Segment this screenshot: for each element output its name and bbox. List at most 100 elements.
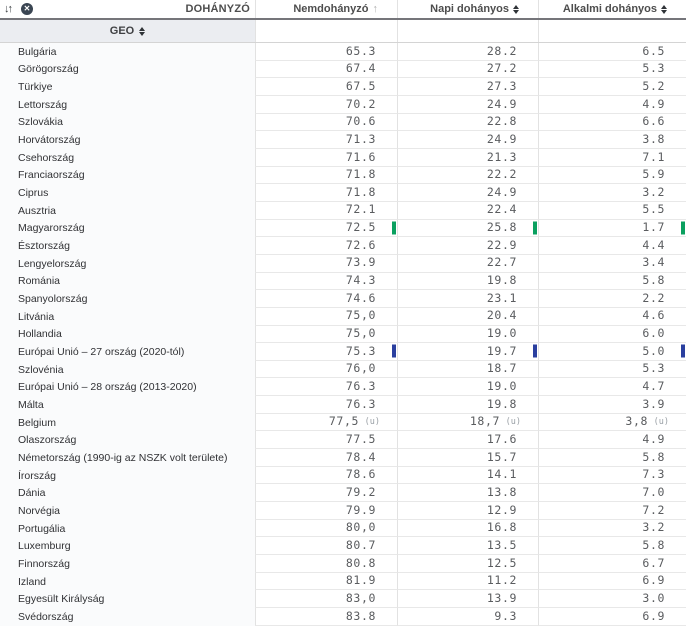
value-cell[interactable]: 80,0 xyxy=(255,519,397,538)
value-cell[interactable]: 18.7 xyxy=(397,360,538,379)
value-cell[interactable]: 24.9 xyxy=(397,131,538,149)
value-cell[interactable]: 71.8 xyxy=(255,166,397,185)
value-cell[interactable]: 3.9 xyxy=(538,396,686,414)
value-cell[interactable]: 27.3 xyxy=(397,78,538,96)
geo-cell[interactable]: Türkiye xyxy=(0,78,255,96)
value-cell[interactable]: 71.6 xyxy=(255,148,397,167)
value-cell[interactable]: 16.8 xyxy=(397,519,538,538)
sort-rows-icon[interactable]: ↓↑ xyxy=(4,2,13,15)
geo-cell[interactable]: Ausztria xyxy=(0,201,255,220)
value-cell[interactable]: 12.9 xyxy=(397,502,538,520)
value-cell[interactable]: 11.2 xyxy=(397,572,538,591)
geo-cell[interactable]: Horvátország xyxy=(0,131,255,149)
geo-cell[interactable]: Finnország xyxy=(0,555,255,573)
geo-cell[interactable]: Románia xyxy=(0,272,255,291)
value-cell[interactable]: 22.7 xyxy=(397,254,538,273)
value-cell[interactable]: 3.4 xyxy=(538,254,686,273)
value-cell[interactable]: 18,7 (u) xyxy=(397,413,538,432)
value-cell[interactable]: 67.4 xyxy=(255,60,397,79)
value-cell[interactable]: 4.6 xyxy=(538,307,686,326)
value-cell[interactable]: 19.8 xyxy=(397,396,538,414)
value-cell[interactable]: 80.7 xyxy=(255,537,397,556)
value-cell[interactable]: 7.3 xyxy=(538,466,686,485)
value-cell[interactable]: 78.6 xyxy=(255,466,397,485)
value-cell[interactable]: 6.7 xyxy=(538,555,686,573)
value-cell[interactable]: 2.2 xyxy=(538,290,686,308)
value-cell[interactable]: 7.1 xyxy=(538,148,686,167)
value-cell[interactable]: 76,0 xyxy=(255,360,397,379)
value-cell[interactable]: 21.3 xyxy=(397,148,538,167)
value-cell[interactable]: 24.9 xyxy=(397,184,538,202)
geo-cell[interactable]: Csehország xyxy=(0,148,255,167)
value-cell[interactable]: 5.3 xyxy=(538,60,686,79)
value-cell[interactable]: 65.3 xyxy=(255,43,397,61)
value-cell[interactable]: 22.8 xyxy=(397,113,538,132)
value-cell[interactable]: 22.2 xyxy=(397,166,538,185)
value-cell[interactable]: 74.6 xyxy=(255,290,397,308)
geo-cell[interactable]: Írország xyxy=(0,466,255,485)
value-cell[interactable]: 24.9 xyxy=(397,95,538,114)
geo-cell[interactable]: Franciaország xyxy=(0,166,255,185)
value-cell[interactable]: 19.0 xyxy=(397,378,538,397)
value-cell[interactable]: 3.2 xyxy=(538,519,686,538)
geo-cell[interactable]: Luxemburg xyxy=(0,537,255,556)
value-cell[interactable]: 72.5 xyxy=(255,219,397,238)
geo-cell[interactable]: Szlovákia xyxy=(0,113,255,132)
value-cell[interactable]: 67.5 xyxy=(255,78,397,96)
value-cell[interactable]: 5.5 xyxy=(538,201,686,220)
geo-cell[interactable]: Spanyolország xyxy=(0,290,255,308)
value-cell[interactable]: 72.6 xyxy=(255,237,397,255)
value-cell[interactable]: 3.2 xyxy=(538,184,686,202)
value-cell[interactable]: 79.2 xyxy=(255,484,397,503)
value-cell[interactable]: 6.5 xyxy=(538,43,686,61)
value-cell[interactable]: 23.1 xyxy=(397,290,538,308)
geo-cell[interactable]: Észtország xyxy=(0,237,255,255)
value-cell[interactable]: 73.9 xyxy=(255,254,397,273)
value-cell[interactable]: 5.0 xyxy=(538,343,686,361)
geo-cell[interactable]: Izland xyxy=(0,572,255,591)
value-cell[interactable]: 71.8 xyxy=(255,184,397,202)
value-cell[interactable]: 14.1 xyxy=(397,466,538,485)
value-cell[interactable]: 6.9 xyxy=(538,572,686,591)
value-cell[interactable]: 15.7 xyxy=(397,449,538,467)
geo-cell[interactable]: Európai Unió – 28 ország (2013-2020) xyxy=(0,378,255,397)
geo-cell[interactable]: Dánia xyxy=(0,484,255,503)
value-cell[interactable]: 17.6 xyxy=(397,431,538,450)
value-cell[interactable]: 12.5 xyxy=(397,555,538,573)
geo-cell[interactable]: Egyesült Királyság xyxy=(0,590,255,608)
value-cell[interactable]: 76.3 xyxy=(255,378,397,397)
value-cell[interactable]: 5.8 xyxy=(538,537,686,556)
geo-cell[interactable]: Németország (1990-ig az NSZK volt terüle… xyxy=(0,449,255,467)
value-cell[interactable]: 80.8 xyxy=(255,555,397,573)
value-cell[interactable]: 13.5 xyxy=(397,537,538,556)
value-cell[interactable]: 6.0 xyxy=(538,325,686,344)
value-cell[interactable]: 6.6 xyxy=(538,113,686,132)
value-cell[interactable]: 81.9 xyxy=(255,572,397,591)
geo-cell[interactable]: Hollandia xyxy=(0,325,255,344)
value-cell[interactable]: 25.8 xyxy=(397,219,538,238)
value-cell[interactable]: 83.8 xyxy=(255,608,397,626)
value-cell[interactable]: 4.9 xyxy=(538,95,686,114)
geo-cell[interactable]: Lengyelország xyxy=(0,254,255,273)
value-cell[interactable]: 77.5 xyxy=(255,431,397,450)
value-cell[interactable]: 22.4 xyxy=(397,201,538,220)
value-cell[interactable]: 13.9 xyxy=(397,590,538,608)
value-cell[interactable]: 75.3 xyxy=(255,343,397,361)
value-cell[interactable]: 20.4 xyxy=(397,307,538,326)
column-header-nemdohanyzo[interactable]: Nemdohányzó ↑ xyxy=(255,0,397,18)
geo-cell[interactable]: Svédország xyxy=(0,608,255,626)
value-cell[interactable]: 83,0 xyxy=(255,590,397,608)
value-cell[interactable]: 79.9 xyxy=(255,502,397,520)
value-cell[interactable]: 3.0 xyxy=(538,590,686,608)
value-cell[interactable]: 5.8 xyxy=(538,272,686,291)
value-cell[interactable]: 28.2 xyxy=(397,43,538,61)
value-cell[interactable]: 7.2 xyxy=(538,502,686,520)
column-header-alkalmi-dohanyos[interactable]: Alkalmi dohányos xyxy=(538,0,686,18)
value-cell[interactable]: 74.3 xyxy=(255,272,397,291)
geo-cell[interactable]: Belgium xyxy=(0,413,255,432)
value-cell[interactable]: 1.7 xyxy=(538,219,686,238)
geo-cell[interactable]: Norvégia xyxy=(0,502,255,520)
value-cell[interactable]: 78.4 xyxy=(255,449,397,467)
geo-cell[interactable]: Portugália xyxy=(0,519,255,538)
geo-cell[interactable]: Szlovénia xyxy=(0,360,255,379)
